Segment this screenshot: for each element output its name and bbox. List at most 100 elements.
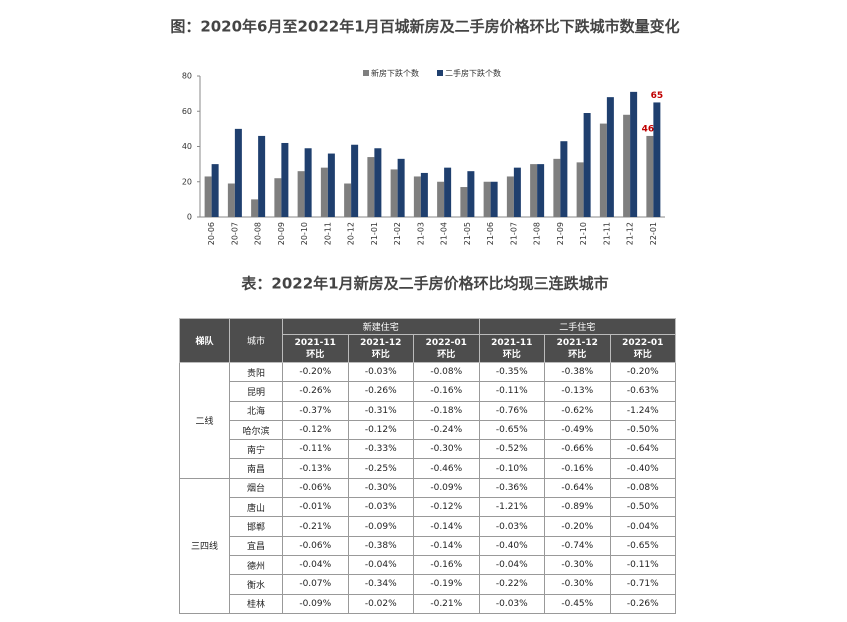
bar: [304, 148, 312, 217]
city-cell: 南宁: [229, 439, 283, 460]
value-cell: -0.16%: [413, 554, 480, 576]
value-cell: -0.30%: [413, 439, 480, 460]
y-tick-label: 60: [182, 107, 192, 116]
table-row: 三四线 烟台 -0.06% -0.30% -0.09% -0.36% -0.64% -0.08…: [179, 477, 677, 614]
value-cell: -1.21%: [478, 497, 546, 518]
city-cell: 桂林: [229, 593, 283, 614]
value-cell: -0.12%: [282, 419, 349, 441]
period: 2021-11: [294, 337, 336, 348]
tier-cell: 三四线: [179, 477, 230, 614]
value-cell: -0.25%: [347, 458, 414, 479]
y-tick-label: 20: [182, 177, 192, 186]
x-tick-label: 20-11: [323, 222, 332, 245]
sub-label: 环比: [633, 349, 652, 360]
value-cell: -0.11%: [478, 381, 546, 402]
x-tick-label: 20-12: [347, 222, 356, 245]
y-tick-label: 0: [187, 213, 192, 222]
y-tick-label: 40: [182, 142, 192, 151]
value-cell: -0.09%: [347, 516, 414, 537]
value-cell: -0.20%: [609, 361, 677, 383]
header-cell: 2021-12 环比: [544, 334, 611, 363]
bar: [530, 164, 538, 217]
value-cell: -0.03%: [347, 497, 414, 518]
value-cell: -0.65%: [478, 419, 546, 441]
value-cell: -0.62%: [544, 400, 611, 421]
sub-label: 环比: [371, 349, 390, 360]
bar: [211, 164, 219, 217]
table-row: 二线 贵阳 -0.20% -0.03% -0.08% -0.35% -0.38% -0.20%: [179, 361, 677, 479]
legend-swatch: [437, 70, 443, 76]
value-cell: -0.30%: [347, 477, 414, 499]
bar: [560, 141, 568, 217]
value-cell: -0.16%: [413, 381, 480, 402]
value-cell: -0.10%: [478, 458, 546, 479]
value-cell: -0.01%: [282, 497, 349, 518]
value-cell: -0.71%: [609, 574, 677, 595]
value-cell: -0.30%: [544, 554, 611, 576]
x-tick-label: 21-11: [602, 222, 611, 245]
value-cell: -0.22%: [478, 574, 546, 595]
value-cell: -0.50%: [609, 419, 677, 441]
table-row: 昆明 -0.26% -0.26% -0.16% -0.11% -0.13% -0.63%: [180, 381, 677, 402]
x-tick-label: 21-03: [416, 222, 425, 245]
value-cell: -0.03%: [478, 593, 546, 614]
value-cell: -0.07%: [282, 574, 349, 595]
value-cell: -1.24%: [609, 400, 677, 421]
value-cell: -0.26%: [609, 593, 677, 614]
header-cell: 2021-11 环比: [282, 334, 349, 363]
city-cell: 哈尔滨: [229, 419, 283, 441]
value-cell: -0.21%: [282, 516, 349, 537]
x-tick-label: 20-06: [207, 222, 216, 245]
city-cell: 昆明: [229, 381, 283, 402]
bar: [320, 167, 328, 217]
table-row: 哈尔滨 -0.12% -0.12% -0.24% -0.65% -0.49% -0.50%: [180, 419, 677, 441]
bar: [258, 135, 266, 217]
x-tick-label: 20-07: [230, 222, 239, 245]
bar: [460, 187, 468, 217]
table-row: 桂林 -0.09% -0.02% -0.21% -0.03% -0.45% -0.26%: [180, 593, 677, 614]
value-cell: -0.04%: [347, 554, 414, 576]
bar: [251, 199, 259, 217]
tier-cell: 二线: [179, 362, 230, 479]
value-cell: -0.50%: [609, 497, 677, 518]
x-tick-label: 20-10: [300, 222, 309, 245]
bar: [444, 167, 452, 217]
value-cell: -0.04%: [609, 516, 677, 537]
value-cell: -0.65%: [609, 535, 677, 556]
bar: [490, 181, 498, 217]
value-cell: -0.19%: [413, 574, 480, 595]
table-row: 邯郸 -0.21% -0.09% -0.14% -0.03% -0.20% -0.04%: [180, 516, 677, 537]
x-tick-label: 21-02: [393, 222, 402, 245]
value-cell: -0.24%: [413, 419, 480, 441]
x-tick-label: 21-01: [370, 222, 379, 245]
value-cell: -0.35%: [478, 361, 546, 383]
value-cell: -0.30%: [544, 574, 611, 595]
header-cell: 城市: [229, 318, 283, 363]
legend-swatch: [363, 70, 369, 76]
bar: [351, 144, 359, 217]
bar: [204, 176, 212, 217]
bar: [367, 157, 375, 217]
value-cell: -0.64%: [544, 477, 611, 499]
chart-title: 图：2020年6月至2022年1月百城新房及二手房价格环比下跌城市数量变化: [170, 18, 679, 36]
x-tick-label: 21-07: [509, 222, 518, 245]
value-cell: -0.33%: [347, 439, 414, 460]
table-row: 德州 -0.04% -0.04% -0.16% -0.04% -0.30% -0.11%: [180, 554, 677, 576]
city-cell: 衡水: [229, 574, 283, 595]
value-label: 65: [651, 91, 664, 101]
bar: [274, 178, 282, 217]
city-cell: 宜昌: [229, 535, 283, 556]
value-cell: -0.14%: [413, 535, 480, 556]
city-cell: 邯郸: [229, 516, 283, 537]
value-cell: -0.20%: [544, 516, 611, 537]
value-cell: -0.26%: [347, 381, 414, 402]
bar: [646, 135, 654, 217]
bar: [281, 142, 289, 217]
value-cell: -0.04%: [478, 554, 546, 576]
bar: [599, 123, 607, 217]
bar: [327, 153, 335, 217]
bar: [413, 176, 421, 217]
bar: [227, 183, 235, 217]
city-cell: 唐山: [229, 497, 283, 518]
